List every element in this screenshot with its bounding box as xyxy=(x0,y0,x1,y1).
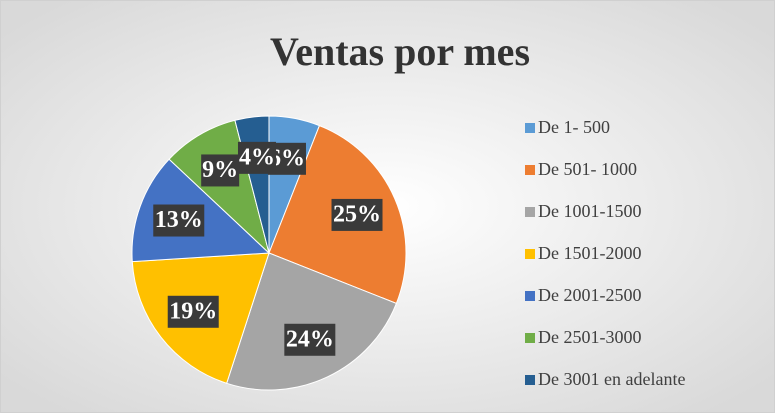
data-label: 13% xyxy=(155,207,203,233)
data-label: 24% xyxy=(286,326,334,352)
legend-swatch xyxy=(525,291,535,301)
data-label: 25% xyxy=(333,201,381,227)
data-label-box xyxy=(201,154,240,187)
data-label: 9% xyxy=(202,157,238,183)
data-label-box xyxy=(331,198,383,231)
legend-swatch xyxy=(525,207,535,217)
legend-label: De 2001-2500 xyxy=(538,285,641,305)
data-label: 19% xyxy=(169,298,217,324)
legend-label: De 1501-2000 xyxy=(538,243,641,263)
legend-label: De 501- 1000 xyxy=(538,159,637,179)
legend-label: De 1001-1500 xyxy=(538,201,641,221)
legend-swatch xyxy=(525,165,535,175)
legend-swatch xyxy=(525,123,535,133)
legend-label: De 1- 500 xyxy=(538,117,610,137)
pie-slice xyxy=(226,252,398,391)
data-label-box xyxy=(237,141,276,174)
legend-label: De 2501-3000 xyxy=(538,327,641,347)
data-label: 4% xyxy=(239,144,275,170)
legend-swatch xyxy=(525,375,535,385)
legend-swatch xyxy=(525,333,535,343)
data-label-box xyxy=(167,295,219,328)
data-label-box xyxy=(284,323,336,356)
legend-label: De 3001 en adelante xyxy=(538,369,685,389)
legend-swatch xyxy=(525,249,535,259)
chart-title: Ventas por mes xyxy=(270,29,530,74)
data-label-box xyxy=(153,204,205,237)
